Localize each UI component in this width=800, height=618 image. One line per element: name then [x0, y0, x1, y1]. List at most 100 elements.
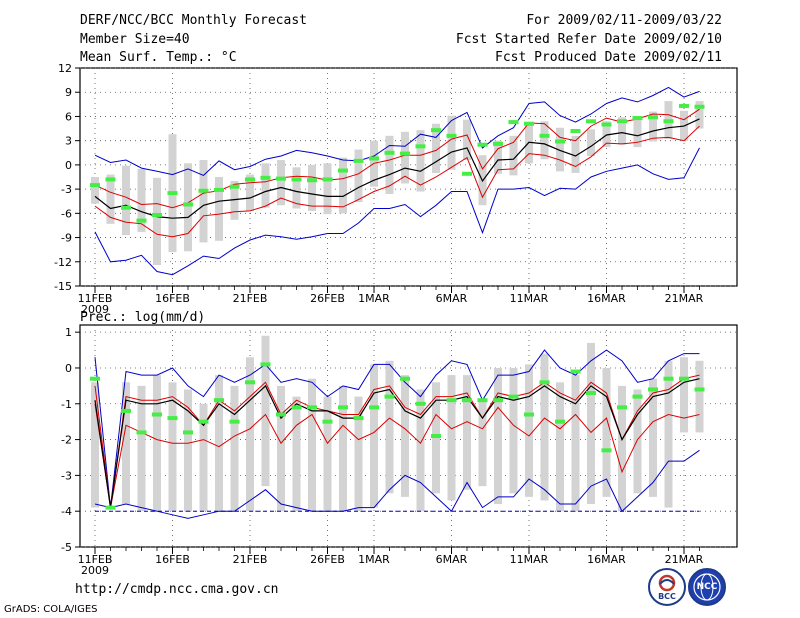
spread-box: [463, 119, 471, 161]
x-tick-label: 21FEB: [233, 553, 268, 566]
spread-box: [602, 367, 611, 497]
obs-marker: [338, 405, 348, 410]
obs-marker: [617, 405, 627, 410]
obs-marker: [617, 119, 627, 124]
spread-box: [447, 115, 456, 170]
spread-box: [261, 335, 270, 487]
x-year-label: 2009: [81, 303, 109, 316]
spread-box: [571, 375, 580, 512]
obs-marker: [260, 175, 271, 180]
spread-box: [122, 382, 130, 505]
obs-marker: [477, 142, 488, 147]
x-tick-label: 1MAR: [358, 553, 390, 566]
spread-box: [184, 389, 192, 512]
obs-marker: [586, 391, 596, 396]
fcst-started-label: Fcst Started Refer Date 2009/02/10: [455, 32, 722, 47]
spread-box: [91, 177, 99, 204]
spread-box: [168, 382, 177, 512]
x-tick-label: 11MAR: [510, 553, 549, 566]
forecast-period-label: For 2009/02/11-2009/03/22: [526, 13, 722, 28]
obs-marker: [570, 128, 581, 133]
spread-box: [385, 360, 394, 494]
spread-box: [525, 123, 533, 164]
spread-box: [556, 382, 564, 512]
obs-marker: [679, 376, 689, 381]
ncc-logo: NCC: [688, 568, 726, 606]
obs-marker: [229, 419, 240, 424]
obs-marker: [307, 405, 317, 410]
spread-box: [339, 157, 347, 214]
series-median-line: [94, 118, 700, 219]
obs-marker: [493, 141, 503, 146]
obs-marker: [338, 168, 348, 173]
obs-marker: [431, 128, 441, 133]
spread-box: [649, 111, 657, 142]
obs-marker: [524, 412, 534, 417]
spread-box: [323, 396, 332, 512]
spread-box: [633, 389, 642, 494]
spread-box: [416, 389, 425, 512]
y-tick-label: -3: [61, 183, 72, 196]
obs-marker: [539, 133, 550, 138]
obs-marker: [400, 376, 410, 381]
x-tick-label: 6MAR: [436, 292, 468, 305]
chart-panel-2: 1 0 -1 -2 -3 -4 -5 11FEB 16FEB 21FEB 26FEB 1MAR 6MAR…: [61, 310, 738, 577]
y-tick-label: 3: [65, 135, 72, 148]
footer-url[interactable]: http://cmdp.ncc.cma.gov.cn: [75, 582, 279, 597]
spread-box: [106, 174, 115, 224]
obs-marker: [462, 398, 472, 403]
obs-marker: [121, 408, 131, 413]
series-q25-line: [94, 125, 700, 238]
spread-box: [215, 177, 223, 241]
obs-marker: [632, 394, 643, 399]
spread-box: [649, 378, 657, 497]
member-size-label: Member Size=40: [80, 32, 190, 47]
x-tick-label: 11MAR: [510, 292, 549, 305]
series-min-line: [94, 147, 700, 276]
obs-marker: [105, 505, 116, 510]
spread-box: [153, 375, 161, 512]
obs-marker: [570, 369, 581, 374]
bcc-logo-text: BCC: [658, 592, 676, 601]
y-tick-label: -12: [54, 256, 72, 269]
x-tick-label: 6MAR: [436, 553, 468, 566]
obs-marker: [322, 419, 333, 424]
x-tick-label: 21MAR: [665, 553, 704, 566]
spread-box: [602, 121, 611, 148]
spread-box: [571, 135, 580, 173]
spread-box: [292, 167, 301, 209]
y-tick-label: -6: [61, 207, 72, 220]
obs-marker: [322, 177, 333, 182]
obs-marker: [167, 191, 178, 196]
obs-marker: [648, 387, 658, 392]
obs-marker: [198, 188, 209, 193]
spread-box: [401, 375, 409, 497]
x-tick-label: 26FEB: [310, 553, 345, 566]
obs-marker: [353, 158, 364, 163]
fcst-produced-label: Fcst Produced Date 2009/02/11: [495, 50, 722, 65]
spread-box: [494, 140, 502, 174]
spread-box: [385, 135, 394, 194]
spread-box: [587, 342, 595, 505]
y-tick-label: 0: [65, 159, 72, 172]
spread-box: [416, 130, 425, 192]
spread-box: [354, 149, 363, 203]
obs-marker: [136, 218, 147, 223]
chart-title: DERF/NCC/BCC Monthly Forecast: [80, 13, 307, 28]
obs-marker: [694, 104, 705, 109]
obs-marker: [539, 380, 550, 385]
obs-marker: [555, 419, 565, 424]
spread-box: [153, 177, 161, 266]
y-tick-label: -3: [61, 469, 72, 482]
y-tick-label: -4: [61, 505, 72, 518]
obs-marker: [555, 139, 565, 144]
obs-marker: [446, 398, 457, 403]
spread-box: [695, 101, 704, 129]
spread-box: [122, 165, 130, 236]
obs-marker: [229, 184, 240, 189]
obs-marker: [663, 119, 674, 124]
spread-box: [370, 364, 378, 508]
obs-marker: [384, 150, 395, 155]
obs-marker: [663, 376, 674, 381]
y-tick-label: -2: [61, 434, 72, 447]
